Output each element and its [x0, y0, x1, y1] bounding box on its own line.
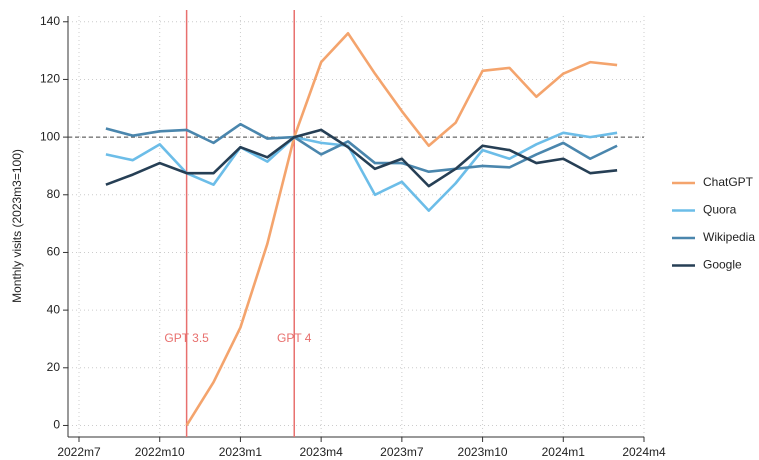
y-tick-label: 100 [40, 129, 60, 143]
legend-label: ChatGPT [703, 175, 754, 189]
x-tick-label: 2023m4 [299, 445, 343, 459]
x-tick-label: 2022m7 [57, 445, 101, 459]
y-tick-label: 0 [53, 418, 60, 432]
event-label: GPT 4 [277, 331, 312, 345]
y-axis-label: Monthly visits (2023m3=100) [10, 149, 24, 303]
x-tick-label: 2023m10 [458, 445, 508, 459]
x-tick-label: 2024m4 [622, 445, 666, 459]
series-line [105, 131, 618, 212]
x-tick-label: 2023m7 [380, 445, 424, 459]
y-tick-label: 60 [47, 245, 61, 259]
series-line [105, 122, 618, 174]
x-tick-label: 2024m1 [542, 445, 586, 459]
y-tick-label: 120 [40, 72, 60, 86]
y-tick-label: 20 [47, 360, 61, 374]
series-line [105, 128, 618, 188]
series-line [185, 32, 618, 427]
x-tick-label: 2023m1 [219, 445, 263, 459]
y-tick-label: 80 [47, 187, 61, 201]
x-tick-label: 2022m10 [135, 445, 185, 459]
legend-label: Google [703, 258, 742, 272]
legend-label: Quora [703, 203, 737, 217]
y-tick-label: 40 [47, 302, 61, 316]
y-tick-label: 140 [40, 14, 60, 28]
legend-label: Wikipedia [703, 230, 755, 244]
event-label: GPT 3.5 [164, 331, 209, 345]
